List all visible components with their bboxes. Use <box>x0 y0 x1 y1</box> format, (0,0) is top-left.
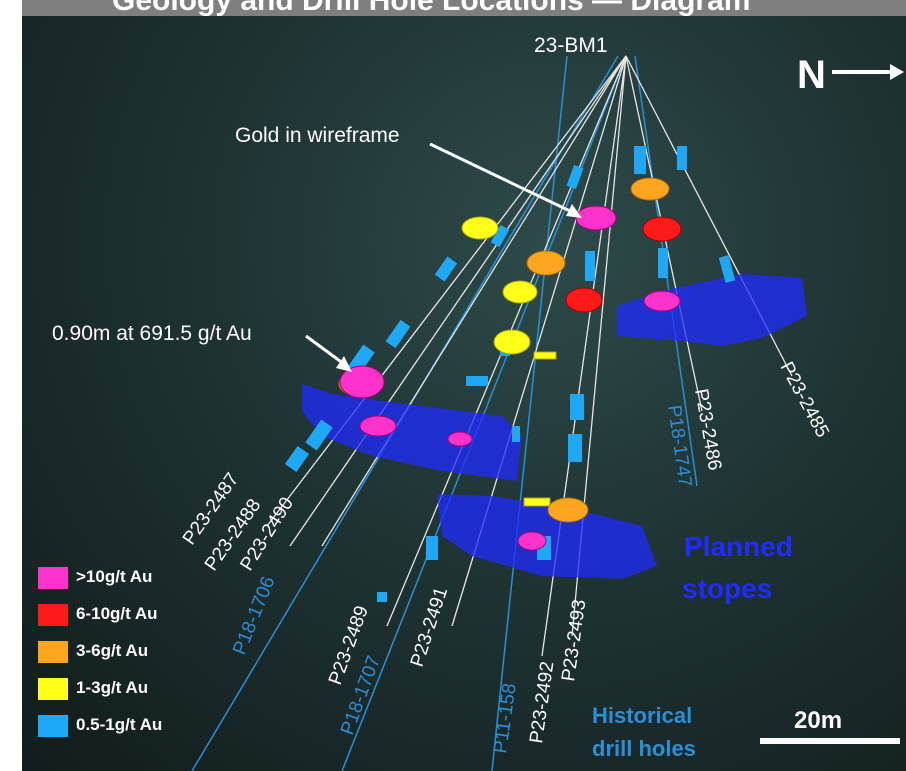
legend-label: 0.5-1g/t Au <box>76 715 163 734</box>
legend-label: 6-10g/t Au <box>76 604 158 623</box>
pointer-arrow-icon <box>429 142 582 218</box>
legend-swatch <box>38 641 68 663</box>
collar-label: 23-BM1 <box>534 34 608 57</box>
arrow-right-icon <box>832 64 904 80</box>
intercept-cyan <box>377 592 387 602</box>
intercept-cyan <box>426 536 438 560</box>
legend-swatch <box>38 678 68 700</box>
intercept-cyan <box>385 319 411 349</box>
hole-label-p23-2485: P23-2485 <box>776 358 833 441</box>
disc-6-10 <box>642 216 682 242</box>
legend-item: 0.5-1g/t Au <box>38 713 213 741</box>
legend-item: >10g/t Au <box>38 565 213 593</box>
intercept-cyan <box>466 376 488 386</box>
trace-p23-2487 <box>266 55 627 527</box>
intercept-cyan <box>677 146 687 170</box>
disc-over-10 <box>359 415 397 437</box>
disc-6-10 <box>565 287 603 313</box>
legend-swatch <box>38 567 68 589</box>
hole-label-p23-2486: P23-2486 <box>690 387 725 472</box>
disc-over-10-high <box>339 365 385 399</box>
intercept-cyan <box>284 445 310 473</box>
scale-bar: 20m <box>760 707 900 744</box>
disc-1-3 <box>533 351 557 360</box>
hole-label-p18-1706: P18-1706 <box>229 574 279 658</box>
annotation-intercept: 0.90m at 691.5 g/t Au <box>52 322 252 345</box>
drill-section-svg: 23-BM1 N Gold in wireframe 0.90m at 691.… <box>52 34 904 771</box>
disc-1-3 <box>502 280 538 304</box>
section-view: 23-BM1 N Gold in wireframe 0.90m at 691.… <box>22 16 906 771</box>
legend-item: 1-3g/t Au <box>38 676 213 704</box>
historical-label-line1: Historical <box>592 703 692 728</box>
intercept-cyan <box>568 434 582 462</box>
disc-over-10 <box>643 290 681 312</box>
grade-6-10-discs <box>565 216 682 313</box>
grade-legend: >10g/t Au 6-10g/t Au 3-6g/t Au 1-3g/t Au… <box>38 565 213 745</box>
hole-label-p23-2491: P23-2491 <box>407 585 452 670</box>
disc-3-6 <box>526 250 566 276</box>
hole-label-p18-1747: P18-1747 <box>663 404 695 489</box>
disc-1-3 <box>493 329 531 355</box>
pointer-arrow-icon <box>305 334 352 372</box>
legend-item: 6-10g/t Au <box>38 602 213 630</box>
disc-3-6 <box>547 497 589 523</box>
intercept-cyan <box>658 248 668 278</box>
stope-west <box>302 384 522 481</box>
historical-label-line2: drill holes <box>592 736 696 761</box>
banner-title: Geology and Drill Hole Locations — Diagr… <box>112 0 906 16</box>
scale-line <box>760 738 900 744</box>
planned-stopes-label-line2: stopes <box>682 573 772 604</box>
disc-over-10 <box>447 431 473 447</box>
title-banner: Geology and Drill Hole Locations — Diagr… <box>22 0 906 16</box>
legend-label: >10g/t Au <box>76 567 153 586</box>
legend-label: 3-6g/t Au <box>76 641 149 660</box>
north-arrow: N <box>797 53 904 97</box>
planned-stopes-label-line1: Planned <box>684 531 793 562</box>
disc-3-6 <box>630 177 670 201</box>
north-label: N <box>797 53 826 97</box>
disc-over-10 <box>517 531 547 551</box>
legend-swatch <box>38 604 68 626</box>
intercept-cyan <box>585 251 595 281</box>
legend-label: 1-3g/t Au <box>76 678 149 697</box>
intercept-cyan <box>566 164 584 190</box>
intercept-cyan <box>512 426 520 442</box>
stope-east <box>617 274 807 346</box>
hole-label-p23-2492: P23-2492 <box>526 660 558 745</box>
hole-label-p23-2493: P23-2493 <box>558 598 590 683</box>
disc-over-10 <box>575 205 617 231</box>
annotation-gold-wireframe: Gold in wireframe <box>235 124 400 147</box>
legend-item: 3-6g/t Au <box>38 639 213 667</box>
intercept-cyan <box>570 394 584 420</box>
grade-over-10-discs <box>339 205 681 551</box>
historical-trace-p11-158 <box>491 55 568 771</box>
hole-label-p11-158: P11-158 <box>490 682 521 755</box>
scale-label: 20m <box>794 707 842 734</box>
intercept-cyan <box>434 256 458 282</box>
legend-swatch <box>38 715 68 737</box>
trace-p23-2488 <box>289 55 627 547</box>
trace-p23-2490 <box>321 55 627 547</box>
disc-1-3 <box>461 216 499 240</box>
intercept-cyan <box>718 255 736 283</box>
intercept-cyan <box>305 419 333 451</box>
disc-1-3 <box>523 497 551 507</box>
grade-1-3-discs <box>461 216 557 507</box>
intercept-cyan <box>634 146 646 174</box>
intercept-cyan <box>490 224 510 248</box>
